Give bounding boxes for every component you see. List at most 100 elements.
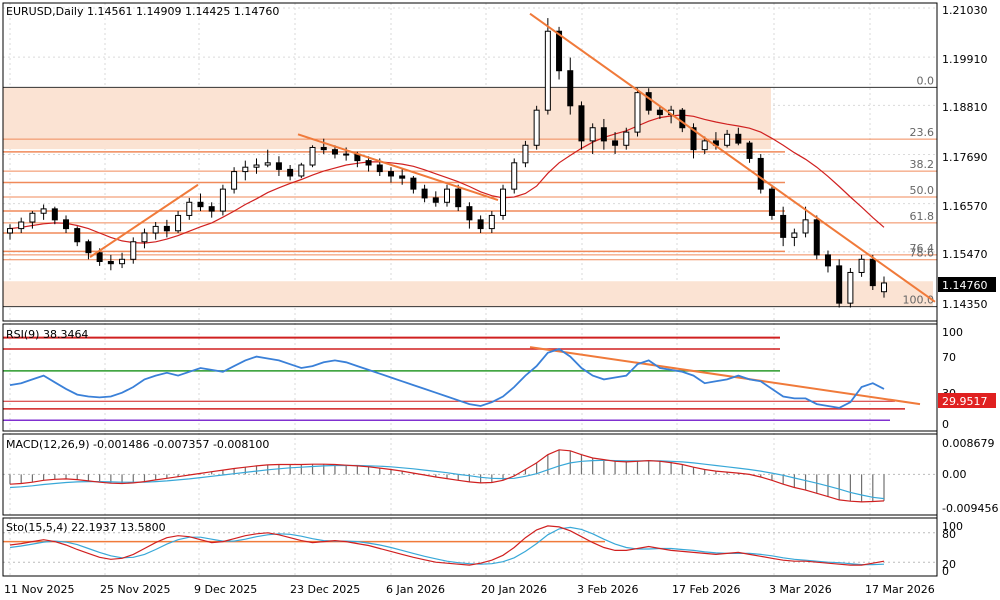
candle-body	[724, 133, 731, 146]
macd-signal-line	[9, 459, 885, 500]
candle-body	[175, 214, 182, 232]
candle-body	[298, 164, 305, 177]
candle-body	[74, 228, 81, 243]
y-tick-label: 1.21030	[942, 4, 988, 17]
candle-body	[824, 254, 831, 267]
candle-body	[634, 92, 641, 133]
sto-main-line	[9, 525, 885, 566]
x-tick-label: 23 Dec 2025	[290, 583, 360, 596]
fib-band	[3, 87, 771, 150]
candle-body	[29, 212, 36, 223]
candle-body	[578, 105, 585, 142]
trendline	[529, 12, 936, 303]
candle-body	[242, 166, 249, 173]
candle-body	[219, 188, 226, 212]
candle-body	[780, 214, 787, 238]
y-tick-label: 1.16570	[942, 200, 988, 213]
candle-body	[746, 142, 753, 159]
fib-level-label: 23.6	[910, 126, 935, 139]
rsi-header: RSI(9) 38.3464	[6, 328, 88, 341]
y-tick-label: 0.008679	[942, 437, 995, 450]
y-tick-label: 1.14350	[942, 298, 988, 311]
candle-body	[163, 225, 170, 232]
candle-body	[343, 153, 350, 156]
moving-average-line	[9, 114, 885, 244]
candle-body	[197, 201, 204, 208]
candle-body	[40, 208, 47, 214]
candle-body	[287, 168, 294, 177]
x-tick-label: 17 Feb 2026	[672, 583, 740, 596]
candle-body	[757, 157, 764, 190]
y-tick-label: 100	[942, 520, 963, 533]
candle-body	[612, 140, 619, 146]
main-header: EURUSD,Daily 1.14561 1.14909 1.14425 1.1…	[6, 5, 279, 18]
fib-level-label: 0.0	[917, 74, 935, 87]
y-tick-label: 80	[942, 528, 956, 541]
x-tick-label: 25 Nov 2025	[100, 583, 170, 596]
candle-body	[690, 127, 697, 151]
candle-body	[410, 177, 417, 190]
y-tick-label: 20	[942, 558, 956, 571]
fib-level-label: 38.2	[910, 158, 935, 171]
candle-body	[466, 206, 473, 221]
x-tick-label: 11 Nov 2025	[4, 583, 74, 596]
rsi-value-label: 29.9517	[942, 395, 988, 408]
candle-body	[18, 221, 25, 230]
sto-signal-line	[9, 526, 885, 566]
candle-body	[488, 214, 495, 230]
candle-body	[679, 109, 686, 129]
fib-level-label: 76.4	[910, 242, 935, 255]
stochastic-pane	[3, 525, 937, 566]
candle-body	[656, 109, 663, 116]
candle-body	[376, 164, 383, 173]
candle-body	[847, 271, 854, 304]
y-tick-label: 1.17690	[942, 151, 988, 164]
candle-body	[455, 188, 462, 208]
candle-body	[500, 188, 507, 216]
y-tick-label: 0.00	[942, 468, 967, 481]
rsi-pane	[3, 336, 921, 421]
fib-level-label: 100.0	[903, 294, 935, 307]
fib-band	[3, 281, 933, 307]
macd-pane	[3, 449, 937, 503]
last-price-label: 1.14760	[942, 279, 988, 292]
candle-body	[331, 149, 338, 155]
candlestick-series	[7, 18, 887, 308]
candle-body	[7, 228, 13, 234]
macd-y-axis: 0.008679 0.00 -0.009456	[942, 437, 998, 515]
candle-body	[623, 131, 630, 146]
y-tick-label: 1.18810	[942, 101, 988, 114]
candle-body	[141, 232, 148, 243]
macd-main-line	[9, 449, 885, 503]
candle-body	[768, 188, 775, 216]
candle-body	[320, 146, 327, 151]
candle-body	[432, 197, 439, 203]
pane-borders	[2, 2, 938, 577]
candle-body	[119, 258, 126, 265]
x-tick-label: 17 Mar 2026	[865, 583, 935, 596]
trendlines	[89, 12, 936, 303]
candle-body	[253, 164, 260, 168]
rsi-y-axis: 100 70 30 0 29.9517	[938, 326, 996, 431]
fib-level-label: 78.6	[910, 247, 935, 260]
candle-body	[96, 252, 103, 262]
candle-body	[556, 30, 563, 72]
rsi-line	[9, 348, 885, 409]
y-tick-label: 0	[942, 418, 949, 431]
candle-body	[186, 201, 193, 216]
candle-body	[881, 282, 887, 293]
candle-body	[645, 92, 652, 111]
sto-y-axis: 100 80 20 0	[942, 520, 963, 578]
candle-body	[365, 160, 372, 166]
y-tick-label: 1.19910	[942, 53, 988, 66]
candle-body	[477, 219, 484, 230]
candle-body	[869, 258, 876, 287]
x-tick-label: 3 Feb 2026	[577, 583, 638, 596]
candle-body	[387, 171, 394, 177]
candle-body	[399, 175, 406, 179]
macd-header: MACD(12,26,9) -0.001486 -0.007357 -0.008…	[6, 438, 269, 451]
y-tick-label: 0	[942, 565, 949, 578]
last-price-marker: 1.14760	[938, 277, 996, 292]
candle-body	[858, 258, 865, 273]
